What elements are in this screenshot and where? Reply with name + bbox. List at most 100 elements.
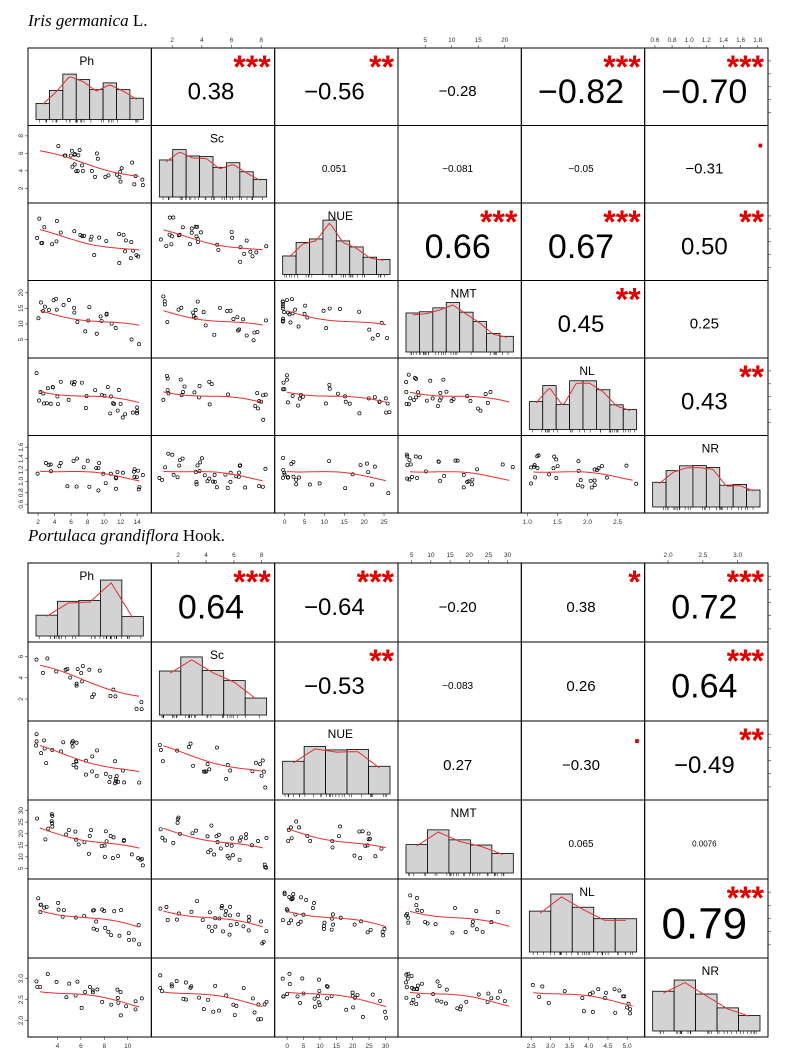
bottom-axis-tick-label: 4 [53,519,57,526]
scatter-point [189,226,194,231]
scatter-point [360,829,365,834]
scatter-point [554,457,559,462]
scatter-point [207,910,212,915]
histogram-bar [459,311,474,353]
left-axis-tick-label: 20 [18,830,25,838]
scatter-point [285,400,290,405]
left-axis-tick-label: 30 [18,807,25,815]
scatter-point [480,929,485,934]
histogram-bar [35,103,50,120]
scatter-point [124,1004,129,1009]
top-axis-tick-label: 1.8 [753,37,762,44]
scatter-point [316,994,321,999]
scatter-point [183,980,188,985]
scatter-point [89,168,94,173]
scatter-point [529,465,533,470]
scatter-point [100,907,105,912]
scatter-point [321,308,326,313]
scatter-point [108,834,113,838]
scatter-point [238,245,243,250]
matrix-cell-frame [644,957,769,1038]
scatter-point [43,461,48,465]
scatter-point [461,472,466,477]
histogram-bar [158,159,174,198]
scatter-point [252,1010,257,1015]
scatter-point [259,1017,263,1022]
scatter-point [117,232,122,237]
scatter-point [259,919,263,924]
scatter-point [280,918,285,922]
correlation-value: −0.081 [442,164,473,175]
scatter-point [529,481,533,486]
significance-stars: *** [603,204,641,240]
scatter-point [98,314,103,319]
scatter-point [282,890,287,895]
scatter-point [325,996,330,1001]
scatter-point [164,905,169,909]
correlation-value: −0.64 [304,594,365,621]
scatter-point [423,920,428,924]
scatter-point [411,997,416,1002]
histogram-bar [212,166,227,198]
scatter-point [109,933,114,938]
scatter-point [189,909,194,914]
scatter-point [347,401,352,406]
histogram-bar [100,579,123,637]
variable-label-nmt: NMT [451,806,478,820]
scatter-point [208,848,213,853]
scatter-point [178,377,183,382]
scatter-point [78,233,83,238]
scatter-point [76,842,81,847]
scatter-point [634,481,639,486]
scatter-point [195,224,200,229]
scatter-point [282,892,287,897]
density-curve [539,896,626,921]
scatter-point [230,235,235,240]
scatter-point [282,387,287,392]
scatter-point [441,377,446,382]
loess-smoother [286,827,387,849]
scatter-point [136,487,141,492]
scatter-point [470,482,474,487]
scatter-point [261,393,265,398]
left-axis-tick-label: 0.8 [18,488,25,497]
scatter-point [404,985,409,990]
scatter-point [45,972,50,977]
scatter-point [255,330,260,335]
scatter-point [280,306,285,311]
scatter-point [330,912,335,917]
histogram-bar [325,749,348,795]
correlation-value: −0.82 [538,73,624,111]
variable-label-nue: NUE [328,209,353,223]
scatter-point [243,485,248,490]
scatter-point [201,1007,206,1012]
scatter-point [73,829,78,834]
left-axis-tick-label: 1.4 [18,454,25,463]
scatter-point [628,1007,632,1012]
scatter-point [287,981,292,986]
scatter-point [436,459,441,464]
scatter-point [34,657,39,662]
scatter-point [76,153,81,158]
scatter-point [312,901,316,905]
scatter-point [180,225,185,230]
scatter-point [357,829,362,834]
bottom-axis-tick-label: 20 [349,1043,357,1050]
scatter-point [254,760,258,765]
scatter-point [113,326,118,330]
scatter-point [430,396,435,401]
scatter-point [291,459,296,464]
scatter-point [317,481,322,486]
scatter-point [132,182,137,187]
scatter-point [599,464,604,469]
scatter-point [234,1004,239,1008]
scatter-point [228,768,233,773]
scatter-point [94,466,99,470]
scatter-point [244,832,249,837]
scatter-point [535,466,540,470]
scatter-point [193,308,198,312]
scatter-point [612,987,617,992]
scatter-point [165,373,169,378]
scatter-point [75,320,80,324]
scatter-point [262,862,267,867]
